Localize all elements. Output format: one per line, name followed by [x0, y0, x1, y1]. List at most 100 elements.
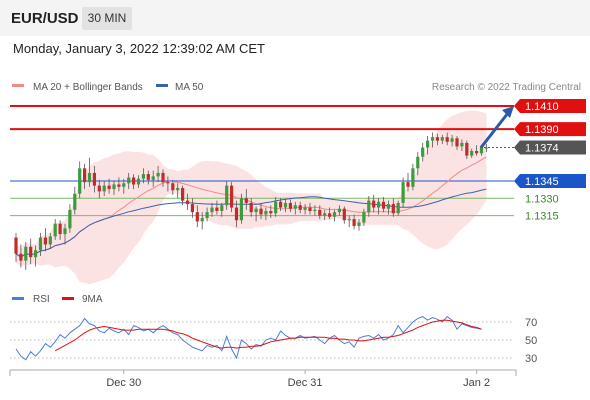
candle — [73, 193, 77, 210]
candle — [288, 202, 292, 209]
chart-datetime: Monday, January 3, 2022 12:39:02 AM CET — [13, 41, 265, 56]
chart-credit: Research © 2022 Trading Central — [432, 82, 581, 93]
level-label: 1.1374 — [525, 143, 559, 155]
candle — [102, 185, 106, 192]
level-label: 1.1330 — [525, 193, 559, 205]
candle — [465, 142, 469, 156]
legend-swatch — [12, 297, 24, 300]
candle — [435, 137, 439, 141]
candle — [475, 151, 479, 154]
timeframe-badge[interactable]: 30 MIN — [82, 7, 132, 30]
candle — [234, 207, 239, 221]
candle — [43, 237, 47, 245]
candle — [298, 205, 302, 210]
x-tick-label: Dec 31 — [288, 377, 323, 389]
level-label: 1.1345 — [525, 176, 559, 188]
level-label: 1.1390 — [525, 124, 559, 136]
candle — [401, 182, 405, 203]
candle — [34, 250, 38, 258]
candle — [19, 253, 23, 261]
legend-swatch — [156, 84, 168, 87]
candle — [377, 201, 381, 208]
candle — [53, 223, 57, 237]
candle — [313, 209, 317, 211]
candle — [440, 137, 444, 141]
candle — [83, 168, 87, 183]
candle — [249, 202, 253, 213]
candle — [254, 208, 258, 213]
candle — [190, 204, 194, 213]
candle — [200, 217, 204, 222]
candle — [122, 183, 126, 187]
candle — [146, 174, 150, 180]
candle — [230, 185, 234, 208]
candle — [220, 205, 224, 211]
candle — [141, 174, 145, 179]
candle — [132, 177, 136, 185]
candle — [426, 140, 430, 148]
candle — [396, 202, 400, 214]
candle — [279, 201, 283, 208]
candle — [24, 246, 28, 261]
rsi-line — [15, 315, 482, 361]
candle — [166, 182, 170, 184]
legend-label: MA 50 — [175, 82, 204, 93]
x-tick-label: Jan 2 — [463, 377, 490, 389]
candle — [347, 219, 351, 221]
currency-pair: EUR/USD — [11, 10, 79, 27]
candle — [460, 142, 464, 147]
candle — [411, 168, 415, 187]
candle — [381, 201, 386, 209]
candle — [367, 200, 371, 213]
candle — [450, 138, 454, 142]
candle — [225, 185, 229, 206]
candle — [337, 208, 341, 213]
candle — [87, 172, 92, 183]
candle — [391, 204, 395, 214]
rsi-tick-label: 50 — [525, 335, 537, 347]
candle — [185, 200, 190, 205]
level-label: 1.1410 — [525, 101, 559, 113]
candle — [328, 213, 332, 217]
candle — [176, 187, 180, 191]
candle — [318, 209, 322, 216]
candle — [264, 211, 268, 215]
candle — [156, 172, 160, 177]
candle — [293, 205, 297, 209]
candle — [171, 183, 175, 191]
candle — [63, 228, 67, 235]
legend-label: RSI — [33, 294, 50, 305]
candle — [127, 177, 131, 184]
candle — [215, 207, 219, 211]
candle — [445, 137, 449, 142]
candle — [308, 207, 312, 211]
candle — [386, 204, 390, 209]
candle — [205, 212, 209, 218]
candle — [352, 219, 356, 226]
candle — [421, 147, 425, 157]
level-tag — [514, 99, 586, 113]
candle — [136, 178, 141, 185]
candle — [479, 147, 484, 154]
candle — [484, 147, 488, 149]
candle — [430, 137, 435, 141]
candle — [112, 184, 116, 190]
legend-swatch — [12, 84, 24, 87]
rsi-tick-label: 70 — [525, 317, 537, 329]
candle — [92, 172, 96, 186]
candle — [58, 223, 62, 235]
candle — [342, 208, 346, 221]
legend-swatch — [62, 297, 74, 300]
9ma-line — [54, 319, 482, 352]
candle — [259, 208, 263, 215]
candle — [269, 211, 273, 214]
legend-label: 9MA — [82, 294, 103, 305]
candle — [332, 212, 337, 217]
candle — [29, 246, 33, 258]
bollinger-band — [16, 110, 487, 285]
candle — [151, 176, 155, 180]
level-tag — [514, 122, 586, 137]
candle — [470, 151, 474, 156]
level-tag — [514, 174, 586, 188]
candle — [283, 202, 288, 208]
